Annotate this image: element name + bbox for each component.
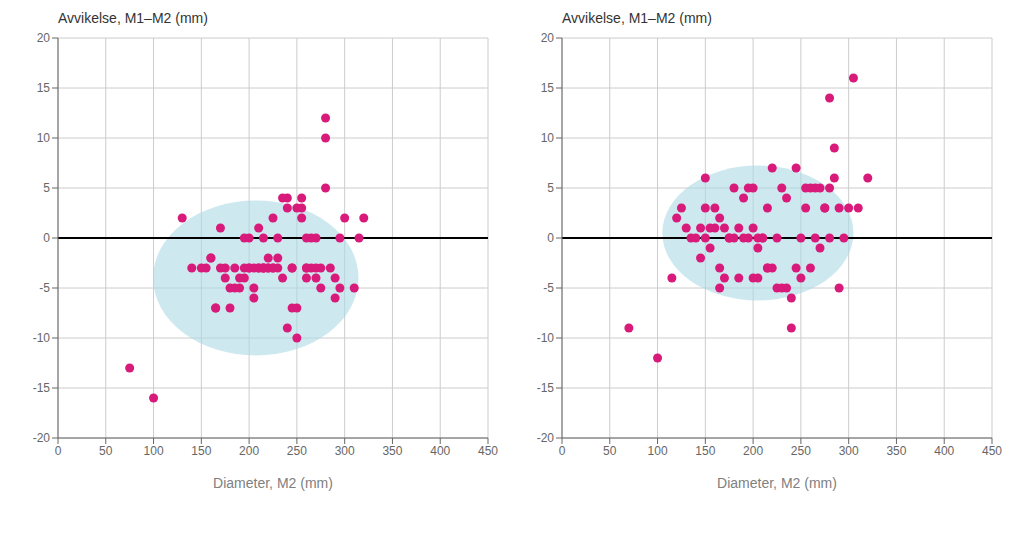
svg-text:150: 150 — [191, 444, 211, 458]
svg-text:350: 350 — [886, 444, 906, 458]
svg-text:250: 250 — [287, 444, 307, 458]
svg-text:150: 150 — [695, 444, 715, 458]
svg-text:-20: -20 — [33, 431, 51, 445]
svg-text:200: 200 — [743, 444, 763, 458]
svg-text:350: 350 — [382, 444, 402, 458]
svg-text:5: 5 — [547, 181, 554, 195]
svg-text:-10: -10 — [537, 331, 555, 345]
svg-text:20: 20 — [37, 31, 51, 45]
svg-text:0: 0 — [43, 231, 50, 245]
svg-text:100: 100 — [648, 444, 668, 458]
svg-text:300: 300 — [839, 444, 859, 458]
svg-text:250: 250 — [791, 444, 811, 458]
svg-text:-20: -20 — [537, 431, 555, 445]
svg-text:10: 10 — [541, 131, 555, 145]
svg-text:-10: -10 — [33, 331, 51, 345]
svg-text:50: 50 — [603, 444, 617, 458]
svg-text:-15: -15 — [33, 381, 51, 395]
svg-text:0: 0 — [559, 444, 566, 458]
html-text:Avvikelse, M1–M2 (mm): Avvikelse, M1–M2 (mm) — [562, 10, 712, 26]
svg-text:450: 450 — [478, 444, 498, 458]
svg-text:0: 0 — [55, 444, 62, 458]
svg-text:20: 20 — [541, 31, 555, 45]
svg-text:400: 400 — [934, 444, 954, 458]
svg-text:50: 50 — [99, 444, 113, 458]
svg-text:450: 450 — [982, 444, 1002, 458]
svg-text:15: 15 — [541, 81, 555, 95]
svg-text:15: 15 — [37, 81, 51, 95]
svg-text:Diameter, M2 (mm): Diameter, M2 (mm) — [717, 475, 837, 491]
svg-text:400: 400 — [430, 444, 450, 458]
svg-text:5: 5 — [43, 181, 50, 195]
svg-text:300: 300 — [335, 444, 355, 458]
svg-text:-5: -5 — [39, 281, 50, 295]
html-text:Avvikelse, M1–M2 (mm): Avvikelse, M1–M2 (mm) — [58, 10, 208, 26]
svg-text:0: 0 — [547, 231, 554, 245]
svg-text:-15: -15 — [537, 381, 555, 395]
svg-text:100: 100 — [144, 444, 164, 458]
svg-text:Diameter, M2 (mm): Diameter, M2 (mm) — [213, 475, 333, 491]
svg-text:200: 200 — [239, 444, 259, 458]
svg-text:10: 10 — [37, 131, 51, 145]
svg-text:-5: -5 — [543, 281, 554, 295]
